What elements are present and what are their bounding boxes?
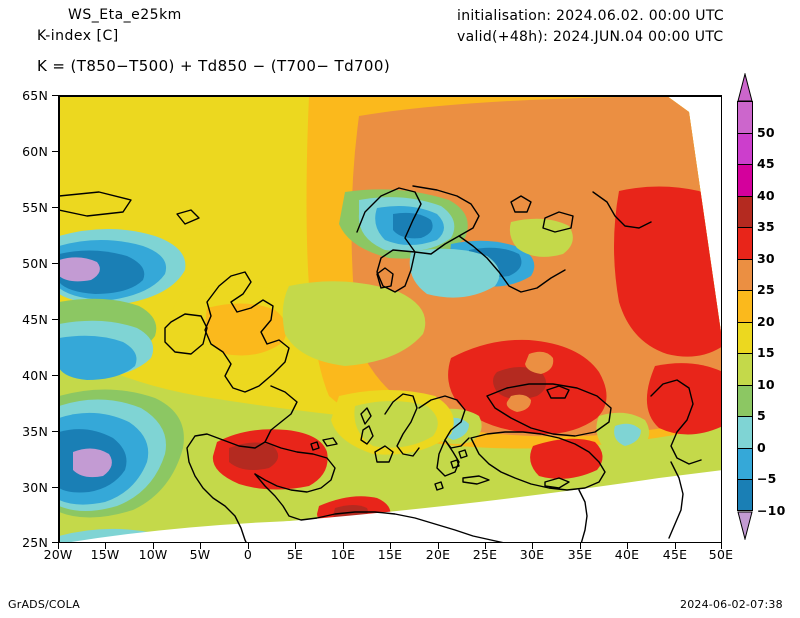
colorbar-tick-label: 45	[757, 156, 775, 172]
lat-label-50n: 50N	[22, 256, 48, 271]
colorbar-segment	[737, 353, 753, 385]
colorbar-segment	[737, 384, 753, 417]
colorbar-over-arrow	[737, 73, 753, 102]
map-plot-area: 65N 60N 55N 50N 45N 40N 35N 30N 25N 20W …	[22, 88, 733, 562]
lat-tick-45n	[52, 319, 58, 320]
colorbar-segment	[737, 195, 753, 228]
colorbar-tick-label: 35	[757, 219, 775, 235]
colorbar-tick-label: 25	[757, 282, 775, 298]
colorbar-segment	[737, 479, 753, 511]
model-name-label: WS_Eta_e25km	[68, 7, 182, 23]
colorbar-segment	[737, 101, 753, 133]
lon-tick-50e	[721, 543, 722, 549]
lon-label-5w: 5W	[189, 547, 211, 562]
colorbar-tick-label: 5	[757, 408, 766, 424]
lat-label-60n: 60N	[22, 144, 48, 159]
colorbar-tick-label: 20	[757, 313, 775, 329]
lon-label-5e: 5E	[286, 547, 304, 562]
colorbar-segment	[737, 164, 753, 196]
colorbar-tick-label: 10	[757, 376, 775, 392]
lat-label-40n: 40N	[22, 368, 48, 383]
colorbar-under-arrow	[737, 511, 753, 540]
lon-label-25e: 25E	[472, 547, 498, 562]
lat-label-45n: 45N	[22, 312, 48, 327]
lon-tick-15e	[390, 543, 391, 549]
lon-label-15e: 15E	[377, 547, 403, 562]
lon-tick-0	[248, 543, 249, 549]
lat-label-35n: 35N	[22, 424, 48, 439]
lat-label-65n: 65N	[22, 88, 48, 103]
lon-tick-10e	[343, 543, 344, 549]
colorbar-tick-label: 15	[757, 345, 775, 361]
map-frame	[58, 95, 722, 543]
colorbar-segment	[737, 447, 753, 480]
colorbar	[737, 73, 753, 540]
lat-tick-25n	[52, 542, 58, 543]
lon-tick-25e	[485, 543, 486, 549]
lon-label-35e: 35E	[567, 547, 593, 562]
field-units-label: K-index [C]	[37, 28, 119, 44]
lon-label-0: 0	[243, 547, 253, 562]
valid-time-label: valid(+48h): 2024.JUN.04 00:00 UTC	[457, 29, 724, 45]
lon-label-15w: 15W	[90, 547, 120, 562]
lat-label-25n: 25N	[22, 535, 48, 550]
lat-tick-40n	[52, 375, 58, 376]
colorbar-tick-label: 40	[757, 187, 775, 203]
colorbar-tick-label: 0	[757, 439, 766, 455]
lat-label-55n: 55N	[22, 200, 48, 215]
initialisation-label: initialisation: 2024.06.02. 00:00 UTC	[457, 8, 724, 24]
lon-label-10w: 10W	[138, 547, 168, 562]
lon-label-10e: 10E	[330, 547, 356, 562]
colorbar-segment	[737, 132, 753, 165]
colorbar-segment	[737, 416, 753, 448]
lon-label-50e: 50E	[708, 547, 734, 562]
colorbar-segment	[737, 227, 753, 259]
lon-tick-15w	[105, 543, 106, 549]
colorbar-tick-label: 30	[757, 250, 775, 266]
lon-tick-45e	[675, 543, 676, 549]
colorbar-segment	[737, 321, 753, 354]
kindex-contour-field	[59, 96, 721, 542]
lat-tick-65n	[52, 95, 58, 96]
lon-label-45e: 45E	[662, 547, 688, 562]
lon-tick-35e	[580, 543, 581, 549]
lon-tick-5e	[295, 543, 296, 549]
lon-label-20w: 20W	[43, 547, 73, 562]
lat-tick-30n	[52, 487, 58, 488]
lon-label-20e: 20E	[425, 547, 451, 562]
colorbar-tick-label: −10	[757, 503, 786, 518]
credit-label: GrADS/COLA	[8, 598, 80, 611]
lon-tick-40e	[627, 543, 628, 549]
colorbar-tick-label: −5	[757, 471, 777, 487]
lat-tick-50n	[52, 263, 58, 264]
lon-label-30e: 30E	[519, 547, 545, 562]
lat-tick-55n	[52, 207, 58, 208]
lat-label-30n: 30N	[22, 480, 48, 495]
lon-label-40e: 40E	[614, 547, 640, 562]
colorbar-tick-label: 50	[757, 124, 775, 140]
lon-tick-20w	[58, 543, 59, 549]
lon-tick-5w	[200, 543, 201, 549]
lon-tick-10w	[153, 543, 154, 549]
lon-tick-30e	[532, 543, 533, 549]
lon-tick-20e	[438, 543, 439, 549]
lat-tick-35n	[52, 431, 58, 432]
lat-tick-60n	[52, 151, 58, 152]
timestamp-label: 2024-06-02-07:38	[680, 598, 783, 611]
formula-label: K = (T850−T500) + Td850 − (T700− Td700)	[37, 57, 391, 75]
colorbar-segment	[737, 290, 753, 322]
colorbar-segment	[737, 258, 753, 291]
